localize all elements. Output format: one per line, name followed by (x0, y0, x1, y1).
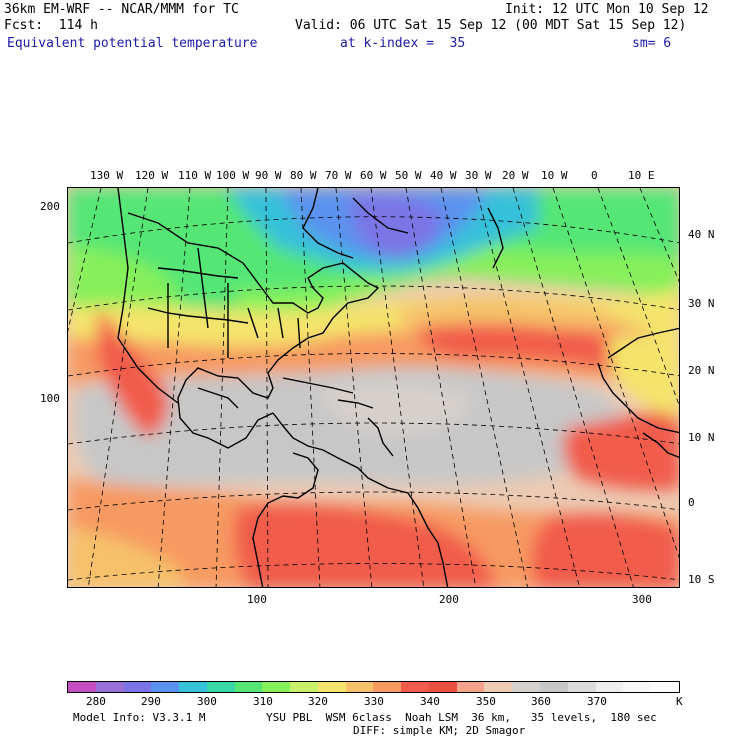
smoothing-label: sm= 6 (632, 36, 672, 51)
color-swatch (345, 682, 374, 692)
lat-label: 30 N (688, 297, 715, 310)
color-swatch (234, 682, 263, 692)
color-swatch (651, 682, 679, 692)
init-time: Init: 12 UTC Mon 10 Sep 12 (505, 2, 709, 17)
color-swatch (151, 682, 180, 692)
lat-label: 20 N (688, 364, 715, 377)
grid-y-label: 100 (40, 392, 60, 405)
grid-x-label: 200 (439, 593, 459, 606)
color-swatch (401, 682, 429, 692)
color-swatch (540, 682, 568, 692)
lon-label: 0 (591, 169, 598, 182)
forecast-hour: Fcst: 114 h (4, 18, 98, 33)
field-name: Equivalent potential temperature (7, 36, 258, 51)
color-swatch (484, 682, 513, 692)
color-scale-bar (67, 681, 680, 693)
scale-label: 300 (197, 695, 217, 708)
lat-label: 40 N (688, 228, 715, 241)
lon-label: 30 W (465, 169, 492, 182)
grid-x-label: 300 (632, 593, 652, 606)
k-index-label: at k-index = 35 (340, 36, 466, 51)
lon-label: 60 W (360, 169, 387, 182)
color-swatch (317, 682, 346, 692)
lon-label: 10 E (628, 169, 655, 182)
color-swatch (290, 682, 318, 692)
color-swatch (68, 682, 96, 692)
lat-label: 10 N (688, 431, 715, 444)
color-swatch (567, 682, 596, 692)
lat-label: 10 S (688, 573, 715, 586)
theta-e-map (67, 187, 680, 588)
valid-time: Valid: 06 UTC Sat 15 Sep 12 (00 MDT Sat … (295, 18, 687, 33)
color-swatch (456, 682, 485, 692)
lon-label: 20 W (502, 169, 529, 182)
scale-label: 320 (308, 695, 328, 708)
lon-label: 70 W (325, 169, 352, 182)
scale-label: 370 (587, 695, 607, 708)
color-swatch (595, 682, 624, 692)
scale-label: 280 (86, 695, 106, 708)
lon-label: 90 W (255, 169, 282, 182)
scale-label: 360 (531, 695, 551, 708)
scale-label: 290 (141, 695, 161, 708)
scale-label: 310 (253, 695, 273, 708)
scale-unit: K (676, 695, 683, 708)
model-info: Model Info: V3.3.1 M (73, 711, 206, 724)
scale-label: 350 (476, 695, 496, 708)
lon-label: 40 W (430, 169, 457, 182)
physics-info: YSU PBL WSM 6class Noah LSM 36 km, 35 le… (266, 711, 657, 724)
color-swatch (179, 682, 207, 692)
color-swatch (206, 682, 235, 692)
coastlines (117, 188, 679, 587)
lat-lon-grid (68, 188, 679, 587)
scale-label: 340 (420, 695, 440, 708)
color-swatch (95, 682, 124, 692)
color-swatch (262, 682, 291, 692)
lat-label: 0 (688, 496, 695, 509)
color-swatch (123, 682, 152, 692)
model-title: 36km EM-WRF -- NCAR/MMM for TC (4, 2, 239, 17)
lon-label: 110 W (178, 169, 212, 182)
diffusion-info: DIFF: simple KM; 2D Smagor (353, 724, 526, 737)
scale-label: 330 (364, 695, 384, 708)
field-colors (68, 188, 679, 587)
map-canvas (68, 188, 679, 587)
lon-label: 100 W (216, 169, 250, 182)
lon-label: 120 W (135, 169, 169, 182)
color-swatch (428, 682, 457, 692)
lon-label: 10 W (541, 169, 568, 182)
color-swatch (623, 682, 652, 692)
lon-label: 130 W (90, 169, 124, 182)
lon-label: 50 W (395, 169, 422, 182)
lon-label: 80 W (290, 169, 317, 182)
color-swatch (373, 682, 402, 692)
color-swatch (512, 682, 541, 692)
grid-y-label: 200 (40, 200, 60, 213)
grid-x-label: 100 (247, 593, 267, 606)
